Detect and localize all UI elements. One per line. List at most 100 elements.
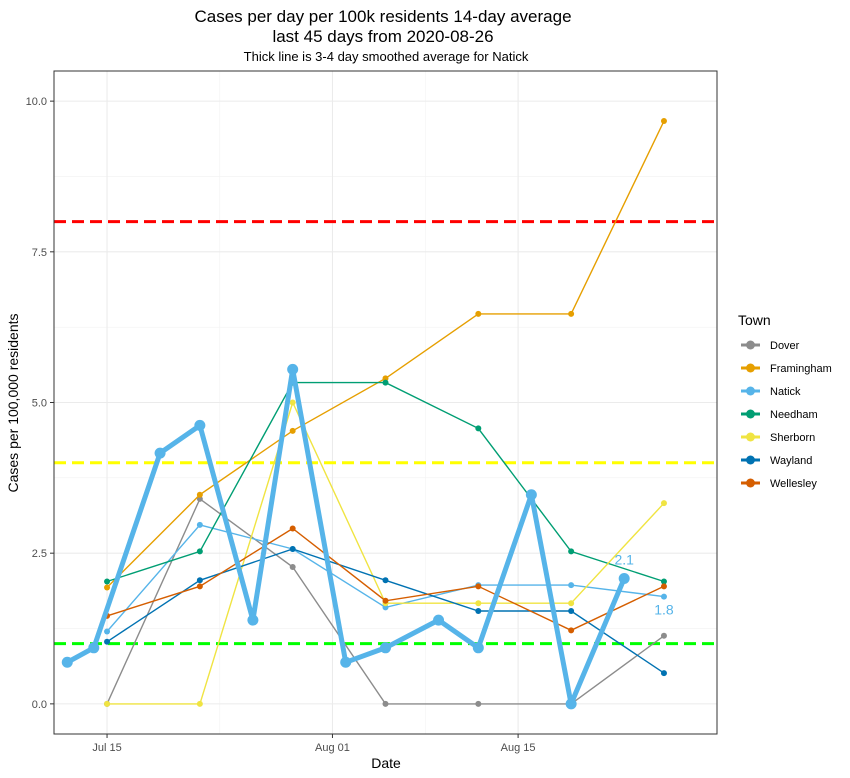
y-tick-label: 10.0	[26, 96, 47, 108]
x-axis-title: Date	[371, 755, 401, 771]
data-point-needham	[660, 578, 667, 585]
data-point-wayland	[475, 608, 482, 615]
x-axis: Jul 15 Aug 01 Aug 15	[92, 734, 536, 754]
data-point-wellesley	[289, 525, 296, 532]
data-point-wellesley	[568, 627, 575, 634]
end-label: 1.8	[654, 602, 674, 618]
legend-label: Sherborn	[770, 432, 815, 444]
data-point-natick	[382, 604, 389, 611]
smoothed-point	[88, 642, 100, 654]
series-needham	[104, 379, 667, 585]
smoothed-point	[565, 698, 577, 710]
legend-key-point	[746, 386, 755, 396]
data-point-wayland	[382, 577, 389, 584]
data-point-natick	[568, 582, 575, 589]
legend-key-point	[746, 409, 755, 419]
chart-title-line2: last 45 days from 2020-08-26	[272, 27, 493, 46]
legend-label: Framingham	[770, 363, 832, 375]
data-point-wayland	[104, 638, 111, 645]
data-point-wellesley	[196, 583, 203, 590]
data-point-needham	[568, 548, 575, 555]
smoothed-point	[154, 447, 166, 459]
data-point-natick	[660, 593, 667, 600]
smoothed-point	[433, 614, 445, 626]
y-tick-label: 5.0	[32, 398, 47, 410]
series-wayland	[104, 545, 667, 677]
legend-title: Town	[738, 312, 771, 328]
data-point-framingham	[568, 310, 575, 317]
data-point-framingham	[104, 584, 111, 591]
data-point-dover	[475, 700, 482, 707]
legend-label: Wellesley	[770, 478, 817, 490]
end-labels: 2.1 1.8	[614, 551, 673, 617]
data-point-wayland	[568, 608, 575, 615]
legend-key-point	[746, 478, 755, 488]
smoothed-point	[472, 642, 484, 654]
legend-key-point	[746, 432, 755, 442]
data-point-wellesley	[382, 597, 389, 604]
legend-key-point	[746, 363, 755, 373]
data-point-sherborn	[568, 600, 575, 607]
smoothed-point	[380, 642, 391, 654]
legend-item-natick: Natick	[741, 386, 801, 398]
data-point-dover	[660, 632, 667, 639]
legend-label: Wayland	[770, 455, 812, 467]
data-point-sherborn	[475, 600, 482, 607]
data-point-dover	[382, 700, 389, 707]
y-axis: 0.0 2.5 5.0 7.5 10.0	[26, 96, 54, 711]
smoothed-point	[340, 656, 352, 668]
series-framingham	[104, 118, 667, 591]
legend-label: Natick	[770, 386, 801, 398]
legend: Town Dover Framingham Natick Needham Sherbor…	[738, 312, 832, 490]
x-tick-label: Aug 01	[315, 742, 350, 754]
data-point-sherborn	[104, 700, 111, 707]
chart-title: Cases per day per 100k residents 14-day …	[194, 7, 571, 26]
data-point-wayland	[196, 577, 203, 584]
data-point-framingham	[289, 427, 296, 434]
smoothed-point	[194, 419, 206, 431]
y-axis-title: Cases per 100,000 residents	[5, 314, 21, 493]
data-point-wayland	[660, 670, 667, 677]
data-point-wellesley	[475, 583, 482, 590]
legend-label: Dover	[770, 340, 800, 352]
smoothed-point	[287, 363, 299, 375]
data-point-framingham	[660, 118, 667, 125]
natick-smoothed-line	[61, 363, 630, 710]
legend-item-wayland: Wayland	[741, 455, 812, 467]
legend-item-needham: Needham	[741, 409, 818, 421]
y-tick-label: 0.0	[32, 699, 47, 711]
x-tick-label: Aug 15	[501, 742, 536, 754]
data-point-wayland	[289, 545, 296, 552]
legend-label: Needham	[770, 409, 818, 421]
data-point-dover	[196, 495, 203, 502]
legend-item-framingham: Framingham	[741, 363, 832, 375]
legend-key-point	[746, 455, 755, 465]
data-point-sherborn	[196, 700, 203, 707]
data-point-sherborn	[660, 500, 667, 507]
grid-major	[54, 71, 717, 734]
data-point-sherborn	[289, 399, 296, 406]
smoothed-point	[247, 614, 259, 626]
legend-key-point	[746, 340, 755, 350]
smoothed-point	[618, 572, 630, 584]
smoothed-point	[61, 656, 73, 668]
data-point-framingham	[382, 375, 389, 382]
data-point-natick	[196, 521, 203, 528]
data-point-framingham	[196, 491, 203, 498]
data-point-needham	[475, 425, 482, 432]
data-point-needham	[104, 578, 111, 585]
data-point-natick	[104, 628, 111, 635]
y-tick-label: 2.5	[32, 548, 47, 560]
end-label: 2.1	[614, 551, 634, 567]
data-point-needham	[382, 379, 389, 386]
legend-item-dover: Dover	[741, 340, 800, 352]
legend-item-sherborn: Sherborn	[741, 432, 815, 444]
data-point-dover	[289, 564, 296, 571]
series-lines	[104, 118, 667, 707]
chart-subtitle: Thick line is 3-4 day smoothed average f…	[244, 49, 529, 64]
data-point-framingham	[475, 310, 482, 317]
x-tick-label: Jul 15	[92, 742, 121, 754]
y-tick-label: 7.5	[32, 247, 47, 259]
smoothed-point	[525, 489, 537, 501]
